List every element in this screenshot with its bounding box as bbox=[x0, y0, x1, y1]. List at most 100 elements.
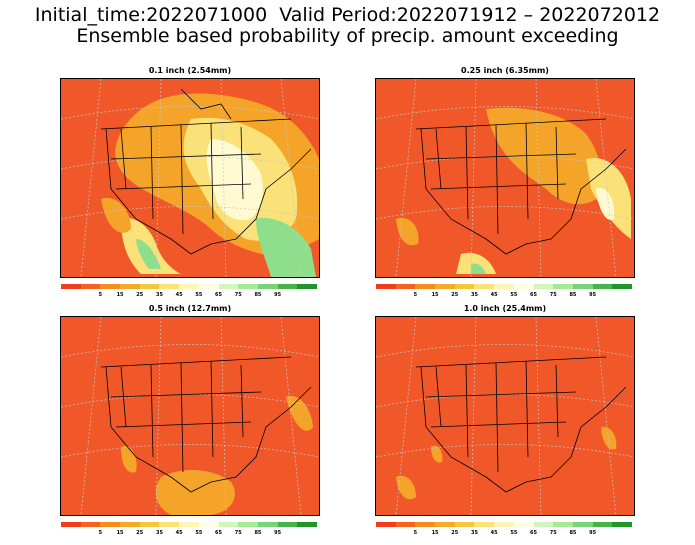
colorbar-swatch bbox=[80, 284, 101, 289]
colorbar-swatches bbox=[61, 284, 317, 289]
colorbar-swatch bbox=[592, 522, 613, 527]
colorbar-swatch bbox=[238, 522, 258, 527]
colorbar-swatch bbox=[159, 522, 180, 527]
colorbar-label: 5 bbox=[98, 530, 103, 536]
colorbar-1.0in: 5 15 25 35 45 55 65 75 85 95 bbox=[376, 522, 632, 538]
colorbar-swatch bbox=[277, 522, 298, 527]
colorbar-swatch bbox=[592, 284, 613, 289]
colorbar-swatch bbox=[494, 284, 514, 289]
probability-map-0.5in bbox=[60, 316, 320, 516]
map-svg-0.25in bbox=[376, 79, 634, 277]
colorbar-swatch bbox=[100, 522, 121, 527]
colorbar-label: 25 bbox=[136, 530, 144, 536]
colorbar-swatch bbox=[159, 284, 180, 289]
panel-title-1.0in: 1.0 inch (25.4mm) bbox=[463, 304, 547, 313]
colorbar-swatches bbox=[376, 284, 632, 289]
colorbar-label: 5 bbox=[413, 292, 418, 298]
figure-title-line1: Initial_time:2022071000 Valid Period:202… bbox=[34, 4, 661, 26]
colorbar-label: 85 bbox=[254, 530, 262, 536]
colorbar-swatch bbox=[257, 284, 278, 289]
colorbar-label: 75 bbox=[234, 530, 242, 536]
colorbar-label: 15 bbox=[431, 530, 439, 536]
colorbar-label: 65 bbox=[215, 530, 223, 536]
colorbar-swatch bbox=[179, 522, 199, 527]
colorbar-label: 35 bbox=[155, 530, 163, 536]
colorbar-swatch bbox=[415, 284, 436, 289]
colorbar-swatch bbox=[513, 522, 534, 527]
map-svg-0.5in bbox=[61, 317, 319, 515]
colorbar-label: 25 bbox=[451, 292, 459, 298]
colorbar-swatch bbox=[257, 522, 278, 527]
colorbar-label: 85 bbox=[569, 292, 577, 298]
colorbar-swatch bbox=[218, 284, 239, 289]
colorbar-label: 5 bbox=[413, 530, 418, 536]
colorbar-swatch bbox=[395, 522, 416, 527]
colorbar-swatch bbox=[61, 284, 81, 289]
colorbar-labels: 5 15 25 35 45 55 65 75 85 95 bbox=[61, 530, 317, 538]
colorbar-swatch bbox=[572, 522, 593, 527]
colorbar-label: 55 bbox=[195, 530, 203, 536]
colorbar-label: 15 bbox=[116, 530, 124, 536]
probability-map-0.25in bbox=[375, 78, 635, 278]
colorbar-swatch bbox=[139, 284, 160, 289]
colorbar-label: 35 bbox=[470, 530, 478, 536]
colorbar-labels: 5 15 25 35 45 55 65 75 85 95 bbox=[61, 292, 317, 300]
colorbar-swatch bbox=[61, 522, 81, 527]
colorbar-label: 55 bbox=[510, 530, 518, 536]
colorbar-swatch bbox=[218, 522, 239, 527]
colorbar-swatches bbox=[376, 522, 632, 527]
probability-map-1.0in bbox=[375, 316, 635, 516]
colorbar-swatch bbox=[376, 522, 396, 527]
colorbar-swatch bbox=[297, 284, 317, 289]
colorbar-swatch bbox=[494, 522, 514, 527]
colorbar-label: 15 bbox=[116, 292, 124, 298]
colorbar-0.25in: 5 15 25 35 45 55 65 75 85 95 bbox=[376, 284, 632, 300]
colorbar-swatch bbox=[120, 284, 140, 289]
colorbar-label: 85 bbox=[569, 530, 577, 536]
colorbar-0.5in: 5 15 25 35 45 55 65 75 85 95 bbox=[61, 522, 317, 538]
colorbar-swatch bbox=[513, 284, 534, 289]
colorbar-label: 5 bbox=[98, 292, 103, 298]
colorbar-swatch bbox=[533, 284, 554, 289]
colorbar-swatch bbox=[238, 284, 258, 289]
colorbar-label: 45 bbox=[490, 292, 498, 298]
colorbar-swatch bbox=[120, 522, 140, 527]
colorbar-swatch bbox=[297, 522, 317, 527]
colorbar-label: 65 bbox=[530, 292, 538, 298]
colorbar-label: 85 bbox=[254, 292, 262, 298]
colorbar-swatch bbox=[277, 284, 298, 289]
panel-title-0.5in: 0.5 inch (12.7mm) bbox=[148, 304, 232, 313]
colorbar-swatch bbox=[454, 284, 475, 289]
colorbar-swatch bbox=[474, 284, 495, 289]
colorbar-swatch bbox=[139, 522, 160, 527]
panel-title-0.1in: 0.1 inch (2.54mm) bbox=[148, 66, 232, 75]
figure-title-line2: Ensemble based probability of precip. am… bbox=[76, 25, 619, 47]
colorbar-label: 65 bbox=[530, 530, 538, 536]
map-svg-1.0in bbox=[376, 317, 634, 515]
colorbar-label: 15 bbox=[431, 292, 439, 298]
colorbar-swatch bbox=[553, 522, 573, 527]
colorbar-swatch bbox=[415, 522, 436, 527]
colorbar-label: 65 bbox=[215, 292, 223, 298]
colorbar-labels: 5 15 25 35 45 55 65 75 85 95 bbox=[376, 530, 632, 538]
colorbar-swatch bbox=[179, 284, 199, 289]
colorbar-swatch bbox=[612, 284, 632, 289]
colorbar-0.1in: 5 15 25 35 45 55 65 75 85 95 bbox=[61, 284, 317, 300]
colorbar-label: 95 bbox=[274, 292, 282, 298]
colorbar-swatch bbox=[435, 522, 455, 527]
colorbar-label: 75 bbox=[549, 530, 557, 536]
map-svg-0.1in bbox=[61, 79, 319, 277]
colorbar-swatches bbox=[61, 522, 317, 527]
colorbar-swatch bbox=[553, 284, 573, 289]
colorbar-swatch bbox=[435, 284, 455, 289]
panel-title-0.25in: 0.25 inch (6.35mm) bbox=[461, 66, 549, 75]
colorbar-label: 35 bbox=[155, 292, 163, 298]
colorbar-label: 95 bbox=[274, 530, 282, 536]
colorbar-swatch bbox=[533, 522, 554, 527]
colorbar-swatch bbox=[395, 284, 416, 289]
colorbar-swatch bbox=[100, 284, 121, 289]
colorbar-label: 95 bbox=[589, 530, 597, 536]
colorbar-swatch bbox=[612, 522, 632, 527]
probability-map-0.1in bbox=[60, 78, 320, 278]
colorbar-label: 55 bbox=[195, 292, 203, 298]
